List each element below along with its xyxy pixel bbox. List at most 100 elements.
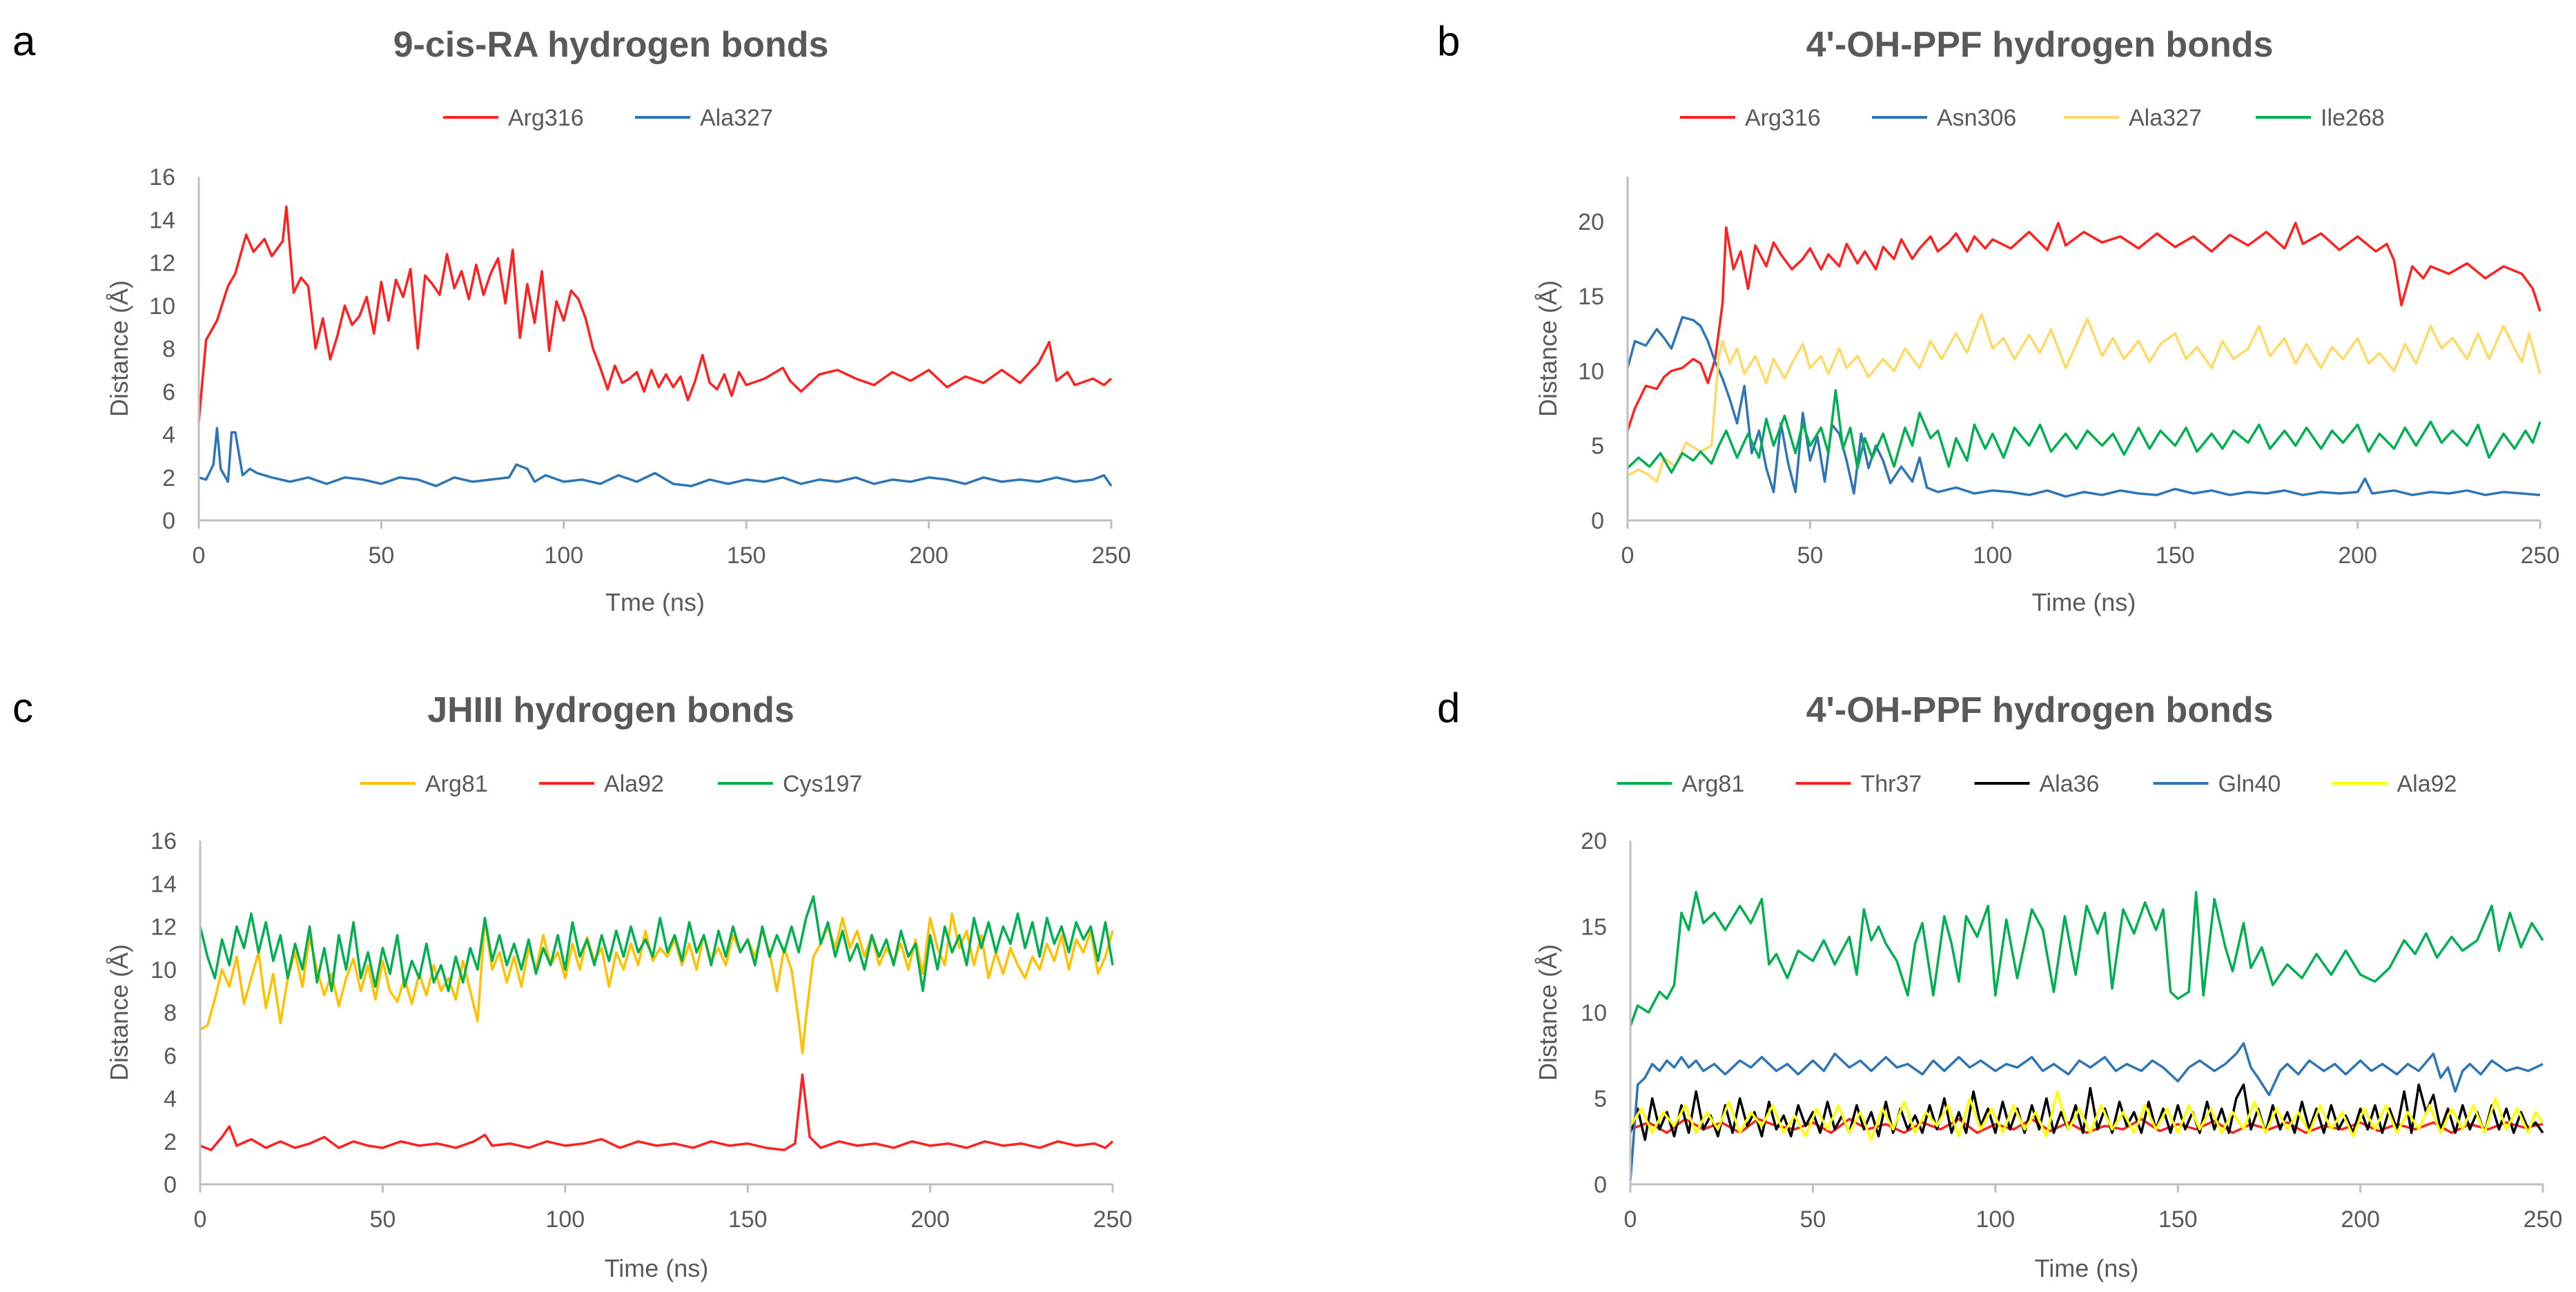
legend-label: Ala92: [2397, 771, 2457, 797]
y-tick-label: 6: [162, 379, 175, 405]
y-tick-label: 20: [1581, 828, 1607, 854]
chart-panel-d: d 4'-OH-PPF hydrogen bonds Arg81 Thr37 Ala…: [1437, 685, 2562, 1282]
plot-area: [197, 205, 1113, 487]
y-tick-label: 14: [150, 871, 177, 897]
x-tick-label: 200: [2338, 542, 2377, 569]
y-axis-label: Distance (Å): [1534, 280, 1562, 417]
chart-title: 4'-OH-PPF hydrogen bonds: [1806, 690, 2274, 730]
legend: Arg81 Thr37 Ala36 Gln40 Ala92: [1617, 771, 2457, 797]
y-tick-label: 10: [149, 293, 175, 320]
chart-title: 4'-OH-PPF hydrogen bonds: [1806, 25, 2274, 65]
plot-area: [1629, 890, 2544, 1182]
y-tick-label: 0: [164, 1172, 177, 1198]
legend-label: Arg81: [1682, 771, 1745, 797]
chart-panel-b: b 4'-OH-PPF hydrogen bonds Arg316 Asn306 A…: [1437, 18, 2559, 616]
y-axis-label: Distance (Å): [1534, 944, 1562, 1081]
series-line-arg81: [199, 912, 1114, 1055]
series-line-arg316: [197, 205, 1113, 422]
chart-title: 9-cis-RA hydrogen bonds: [393, 25, 829, 65]
panel-letter: a: [12, 18, 36, 64]
y-tick-label: 2: [164, 1129, 177, 1155]
x-axis-label: Time (ns): [2032, 588, 2136, 616]
series-line-arg81: [1629, 890, 2544, 1027]
x-tick-label: 150: [728, 1206, 768, 1233]
x-tick-label: 0: [194, 1206, 207, 1233]
series-line-ala92: [1629, 1090, 2544, 1142]
series-line-ala327: [1627, 313, 2541, 483]
legend: Arg316 Ala327: [443, 105, 773, 131]
x-axis-ticks: 0 50 100 150 200 250: [193, 520, 1131, 569]
chart-panel-a: a 9-cis-RA hydrogen bonds Arg316 Ala327 0…: [12, 18, 1131, 616]
x-tick-label: 100: [544, 542, 583, 569]
x-tick-label: 150: [2158, 1206, 2198, 1233]
y-tick-label: 16: [149, 164, 175, 190]
x-tick-label: 250: [2521, 542, 2560, 569]
legend-label: Cys197: [783, 771, 862, 797]
x-axis-label: Time (ns): [2035, 1254, 2139, 1282]
legend: Arg316 Asn306 Ala327 Ile268: [1680, 105, 2385, 131]
series-line-arg316: [1626, 222, 2541, 431]
y-tick-label: 5: [1591, 433, 1604, 460]
legend-label: Thr37: [1861, 771, 1922, 797]
x-axis-label: Tme (ns): [605, 588, 705, 616]
x-tick-label: 0: [1621, 542, 1635, 569]
x-tick-label: 100: [545, 1206, 585, 1233]
x-tick-label: 50: [1799, 1206, 1826, 1233]
x-tick-label: 100: [1975, 1206, 2015, 1233]
x-tick-label: 200: [909, 542, 948, 569]
y-tick-label: 10: [1578, 358, 1604, 384]
legend-label: Ala36: [2040, 771, 2100, 797]
y-axis-ticks: 0 5 10 15 20: [1578, 209, 1604, 534]
series-line-cys197: [199, 895, 1114, 992]
y-tick-label: 20: [1578, 209, 1604, 235]
y-axis-ticks: 0 2 4 6 8 10 12 14 16: [150, 828, 177, 1198]
legend-label: Ala92: [604, 771, 664, 797]
y-tick-label: 0: [1591, 508, 1604, 534]
chart-panel-c: c JHIII hydrogen bonds Arg81 Ala92 Cys197 …: [12, 685, 1132, 1282]
y-tick-label: 15: [1578, 284, 1604, 310]
y-tick-label: 10: [1581, 1000, 1607, 1026]
y-tick-label: 2: [162, 465, 175, 491]
legend-label: Gln40: [2218, 771, 2281, 797]
x-tick-label: 50: [1797, 542, 1823, 569]
y-axis-ticks: 0 2 4 6 8 10 12 14 16: [149, 164, 175, 534]
x-axis-ticks: 0 50 100 150 200 250: [194, 1184, 1132, 1233]
y-axis-ticks: 0 5 10 15 20: [1581, 828, 1607, 1198]
y-axis-label: Distance (Å): [105, 280, 133, 417]
legend-label: Arg316: [1745, 105, 1821, 131]
x-axis-ticks: 0 50 100 150 200 250: [1624, 1184, 2562, 1233]
y-tick-label: 0: [1594, 1172, 1607, 1198]
y-tick-label: 8: [164, 1000, 177, 1026]
x-tick-label: 0: [1624, 1206, 1637, 1233]
y-tick-label: 14: [149, 207, 175, 233]
legend: Arg81 Ala92 Cys197: [360, 771, 862, 797]
panel-letter: c: [12, 685, 33, 731]
x-tick-label: 50: [368, 542, 394, 569]
plot-area: [1626, 222, 2541, 498]
y-tick-label: 4: [164, 1086, 177, 1113]
series-line-gln40: [1629, 1042, 2544, 1182]
plot-area: [199, 895, 1114, 1151]
x-tick-label: 200: [910, 1206, 950, 1233]
y-tick-label: 16: [150, 828, 177, 854]
series-line-ala327: [198, 427, 1113, 487]
y-tick-label: 0: [162, 508, 175, 534]
legend-label: Arg316: [508, 105, 584, 131]
y-tick-label: 6: [164, 1043, 177, 1069]
panel-letter: b: [1437, 18, 1460, 64]
y-tick-label: 15: [1581, 914, 1607, 941]
x-tick-label: 50: [369, 1206, 396, 1233]
x-tick-label: 0: [193, 542, 206, 569]
legend-label: Ile268: [2321, 105, 2385, 131]
x-axis-label: Time (ns): [605, 1254, 709, 1282]
x-tick-label: 150: [727, 542, 766, 569]
series-line-ala92: [199, 1073, 1114, 1151]
x-tick-label: 150: [2156, 542, 2195, 569]
series-line-ile268: [1626, 389, 2541, 474]
x-tick-label: 250: [1092, 542, 1131, 569]
legend-label: Ala327: [700, 105, 773, 131]
x-tick-label: 100: [1973, 542, 2012, 569]
panel-letter: d: [1437, 685, 1460, 731]
chart-title: JHIII hydrogen bonds: [427, 690, 794, 730]
